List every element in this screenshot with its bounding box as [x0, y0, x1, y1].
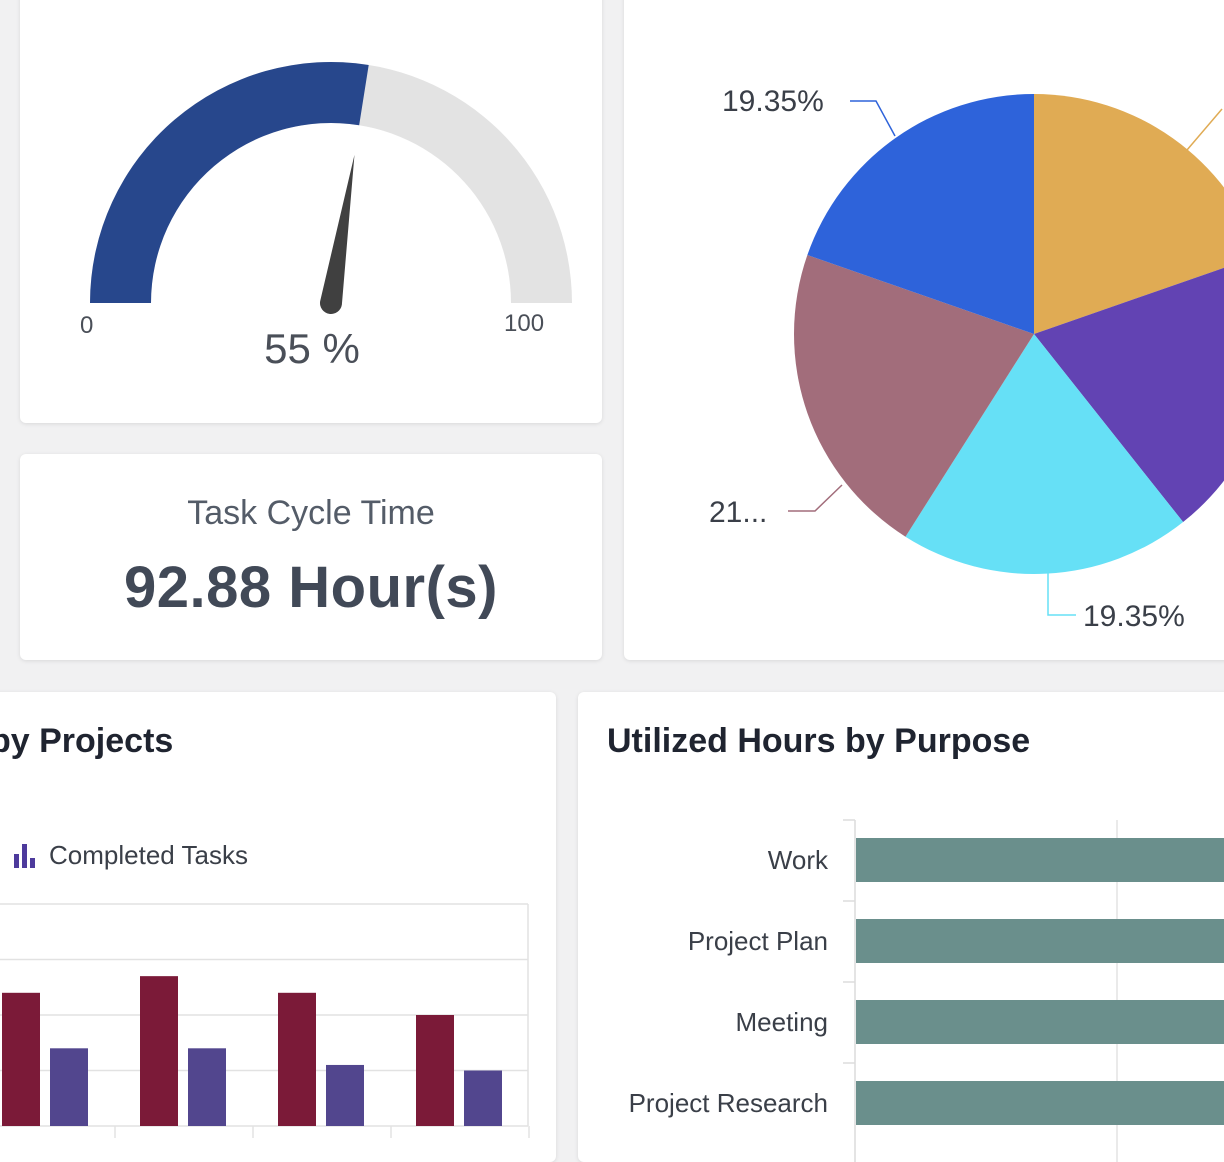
gauge-card: 0 100 55 %: [20, 0, 602, 423]
project-bar-s2-4[interactable]: [464, 1070, 502, 1127]
pie-slice-4[interactable]: [794, 255, 1034, 537]
gauge-chart: 0 100 55 %: [80, 61, 572, 372]
project-bar-s2-3[interactable]: [326, 1064, 364, 1126]
project-bar-s1-2[interactable]: [140, 976, 178, 1126]
pie-chart-card: 19.35% 21... 19.35%: [624, 0, 1224, 660]
task-cycle-time-title: Task Cycle Time: [187, 494, 435, 532]
gauge-needle: [320, 154, 355, 314]
purpose-bar-3[interactable]: [856, 1000, 1224, 1044]
purpose-bar-1[interactable]: [856, 838, 1224, 882]
pie-label-line-cyan: [1047, 572, 1076, 616]
pie-label-line-blue: [850, 100, 896, 137]
pie-label-line-mauve: [788, 484, 843, 512]
projects-legend[interactable]: Completed Tasks: [14, 840, 248, 871]
purpose-category-label: Work: [768, 845, 829, 875]
gauge-min-label: 0: [80, 312, 93, 339]
pie-chart: 19.35% 21... 19.35%: [709, 85, 1224, 633]
purpose-category-label: Meeting: [736, 1007, 829, 1037]
pie-label-line-orange: [1186, 108, 1223, 151]
task-cycle-time-value: 92.88 Hour(s): [124, 555, 498, 620]
pie-label-mauve: 21...: [709, 496, 767, 529]
pie-slice-1[interactable]: [1034, 94, 1224, 334]
pie-slice-5[interactable]: [807, 94, 1034, 334]
project-bar-s2-2[interactable]: [188, 1048, 226, 1126]
purpose-bar-2[interactable]: [856, 919, 1224, 963]
tasks-by-projects-card: by Projects Completed Tasks: [0, 692, 556, 1162]
utilized-hours-title: Utilized Hours by Purpose: [607, 722, 1031, 760]
purpose-bar-4[interactable]: [856, 1081, 1224, 1125]
tasks-by-projects-chart: [0, 903, 530, 1138]
gauge-value-label: 55 %: [264, 325, 360, 372]
pie-label-blue: 19.35%: [722, 85, 824, 118]
task-cycle-time-card: Task Cycle Time 92.88 Hour(s): [20, 454, 602, 660]
pie-slice-3[interactable]: [905, 334, 1184, 574]
purpose-category-label: Project Research: [629, 1088, 828, 1118]
utilized-hours-card: Utilized Hours by Purpose Work Project Pl…: [578, 692, 1224, 1162]
project-bar-s1-4[interactable]: [416, 1015, 454, 1126]
gauge-fill: [90, 61, 369, 303]
tasks-by-projects-title: by Projects: [0, 722, 174, 760]
project-bar-s2-1[interactable]: [50, 1048, 88, 1126]
utilized-hours-chart: Work Project Plan Meeting Project Research: [629, 819, 1224, 1162]
purpose-category-label: Project Plan: [688, 926, 828, 956]
project-bar-s1-3[interactable]: [278, 992, 316, 1126]
pie-label-cyan: 19.35%: [1083, 600, 1185, 633]
project-bar-s1-1[interactable]: [2, 992, 40, 1126]
gauge-max-label: 100: [504, 310, 544, 337]
legend-label-completed-tasks: Completed Tasks: [49, 840, 248, 870]
pie-slice-2[interactable]: [1034, 255, 1224, 523]
bar-chart-icon: [14, 843, 35, 868]
